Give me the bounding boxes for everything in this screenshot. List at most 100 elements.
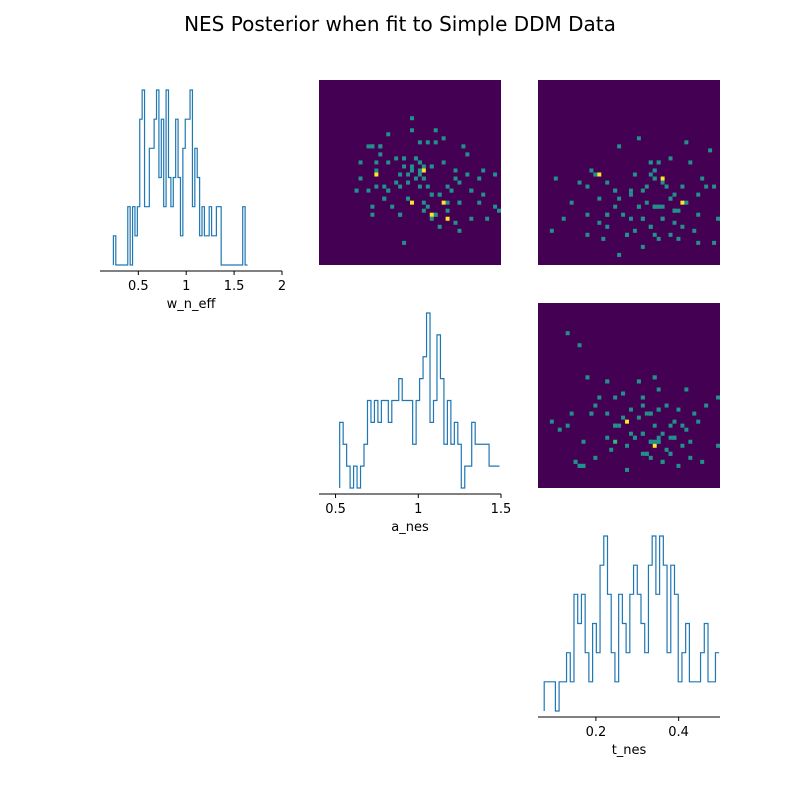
heatmap-cell (625, 443, 629, 448)
heatmap-cell (684, 140, 689, 145)
heatmap-cell (597, 220, 602, 225)
heatmap-cell (640, 403, 645, 408)
heatmap-cell (664, 184, 669, 189)
heatmap-cell (660, 216, 665, 221)
heatmap-cell (382, 184, 387, 189)
heatmap-cell (457, 228, 462, 233)
heatmap-cell (441, 136, 446, 141)
heatmap-cell (553, 176, 558, 181)
heatmap-cell (429, 216, 434, 221)
heatmap-cell (648, 439, 653, 444)
heatmap-cell-peak (429, 212, 434, 217)
heatmap-background (538, 303, 720, 488)
heatmap-cell (382, 196, 387, 201)
heatmap-a_nes-vs-t_nes (538, 303, 720, 488)
heatmap-cell (549, 228, 554, 233)
heatmap-cell (605, 180, 610, 185)
heatmap-cell (493, 172, 498, 177)
heatmap-cell (688, 160, 693, 165)
heatmap-cell (433, 128, 438, 133)
heatmap-cell (573, 459, 578, 464)
heatmap-cell (676, 236, 681, 241)
heatmap-cell (605, 379, 610, 384)
heatmap-cell (708, 148, 713, 153)
heatmap-cell (429, 192, 434, 197)
histogram-a_nes: 0.5 1 1.5 a_nes (319, 312, 511, 535)
heatmap-cell (648, 224, 653, 229)
heatmap-cell (712, 240, 717, 245)
heatmap-cell (652, 168, 657, 173)
heatmap-cell (465, 172, 470, 177)
plots-group: 0.5 1 1.5 2 w_n_eff 0.5 1 1.5 a_nes 0.2 0.4 t_nes (100, 80, 720, 758)
heatmap-cell (629, 192, 633, 197)
heatmap-background (538, 80, 720, 265)
heatmap-cell (374, 168, 379, 173)
heatmap-cell (617, 144, 622, 149)
heatmap-cell (469, 188, 474, 193)
heatmap-cell (696, 212, 701, 217)
heatmap-cell (421, 164, 426, 169)
heatmap-cell (421, 176, 426, 181)
heatmap-cell (549, 419, 554, 424)
heatmap-cell (394, 180, 399, 185)
heatmap-cell-peak (680, 200, 685, 205)
heatmap-cell (386, 160, 391, 165)
heatmap-w_n_eff-vs-t_nes (538, 80, 720, 265)
x-axis-label: t_nes (612, 743, 647, 758)
heatmap-cell (648, 172, 653, 177)
heatmap-cell (672, 192, 677, 197)
heatmap-cell (680, 423, 685, 428)
heatmap-cell (680, 184, 685, 189)
heatmap-cell (593, 172, 598, 177)
heatmap-cell (469, 216, 474, 221)
heatmap-cell (581, 463, 586, 468)
heatmap-cell (398, 184, 403, 189)
heatmap-cell (605, 224, 610, 229)
heatmap-cell (398, 172, 403, 177)
heatmap-cell (421, 200, 426, 205)
heatmap-cell (676, 208, 681, 213)
heatmap-cell (672, 220, 677, 225)
heatmap-cell-peak (374, 172, 379, 177)
heatmap-cell (676, 463, 681, 468)
x-tick-label: 2 (278, 279, 286, 294)
heatmap-cell (668, 423, 673, 428)
heatmap-cell (656, 387, 661, 392)
heatmap-cell (672, 208, 677, 213)
heatmap-cell (370, 144, 375, 149)
heatmap-cell (402, 156, 407, 161)
heatmap-cell (652, 204, 657, 209)
heatmap-cell (668, 435, 673, 440)
heatmap-cell (417, 168, 422, 173)
heatmap-cell (668, 196, 673, 201)
heatmap-cell (652, 176, 657, 181)
heatmap-cell (621, 391, 626, 396)
heatmap-cell (644, 184, 649, 189)
heatmap-cell (692, 411, 697, 416)
heatmap-cell (593, 455, 598, 460)
heatmap-cell (609, 447, 614, 452)
heatmap-cell (410, 128, 414, 133)
heatmap-cell (640, 244, 645, 249)
heatmap-cell (406, 196, 410, 201)
heatmap-cell (636, 379, 641, 384)
heatmap-cell (617, 423, 622, 428)
heatmap-cell (716, 395, 720, 400)
heatmap-cell (589, 168, 594, 173)
heatmap-cell (569, 411, 574, 416)
heatmap-cell (652, 375, 657, 380)
heatmap-cell (410, 164, 414, 169)
heatmap-cell (644, 451, 649, 456)
heatmap-cell (493, 204, 498, 209)
heatmap-cell (577, 343, 582, 348)
heatmap-cell (398, 212, 403, 217)
heatmap-cell (648, 160, 653, 165)
heatmap-cell (712, 184, 717, 189)
heatmap-cell (425, 204, 430, 209)
heatmap-cell (437, 192, 442, 197)
heatmap-cell (481, 192, 486, 197)
heatmap-cell (410, 116, 414, 121)
heatmap-cell (629, 407, 633, 412)
heatmap-cell (358, 176, 363, 181)
heatmap-w_n_eff-vs-a_nes (319, 80, 501, 265)
